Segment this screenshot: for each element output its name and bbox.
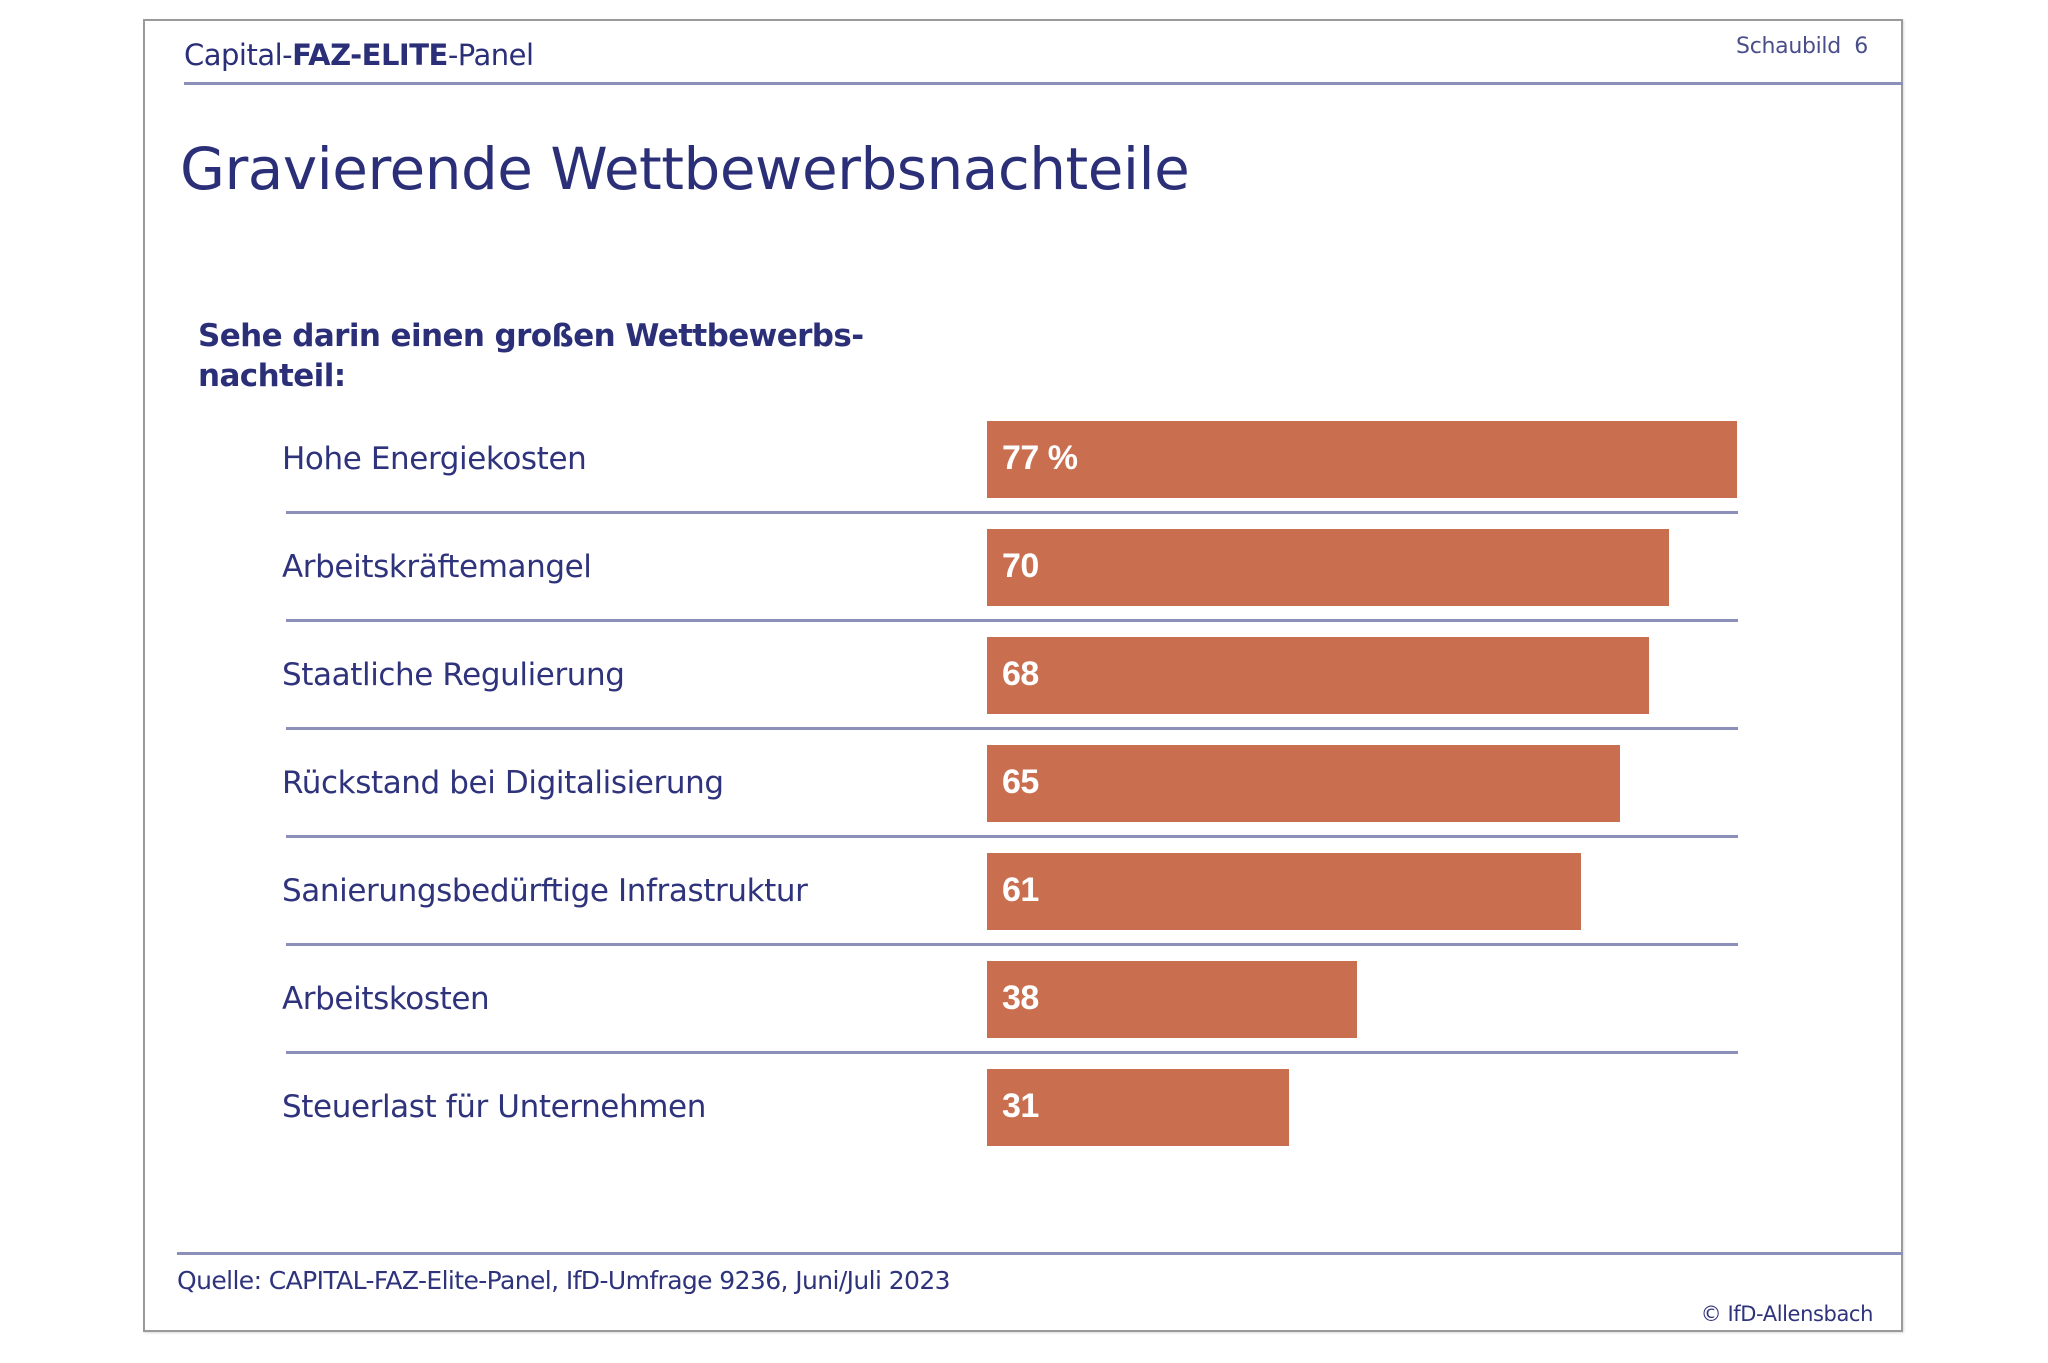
brand-capital: Capital-: [184, 38, 293, 72]
bar-value-label: 61: [1002, 871, 1039, 909]
brand-panel: -Panel: [447, 38, 534, 72]
bar-value-label: 31: [1002, 1087, 1039, 1125]
source-note: Quelle: CAPITAL-FAZ-Elite-Panel, IfD-Umf…: [177, 1266, 951, 1295]
row-separator: [286, 619, 1738, 622]
bar: [987, 529, 1669, 606]
category-label: Arbeitskosten: [282, 981, 490, 1017]
row-separator: [286, 835, 1738, 838]
category-label: Rückstand bei Digitalisierung: [282, 765, 724, 801]
figure-number: Schaubild 6: [1736, 34, 1868, 59]
bar: [987, 853, 1581, 930]
category-label: Arbeitskräftemangel: [282, 549, 592, 585]
brand-faz-elite: FAZ-ELITE: [292, 38, 448, 72]
category-label: Sanierungsbedürftige Infrastruktur: [282, 873, 808, 909]
category-label: Hohe Energiekosten: [282, 441, 587, 477]
chart-question: Sehe darin einen großen Wettbewerbs- nac…: [198, 316, 918, 396]
brand-header: Capital-FAZ-ELITE-Panel: [184, 38, 534, 72]
category-label: Steuerlast für Unternehmen: [282, 1089, 706, 1125]
category-label: Staatliche Regulierung: [282, 657, 625, 693]
bar: [987, 961, 1357, 1038]
bar-value-label: 65: [1002, 763, 1039, 801]
header-divider: [184, 82, 1903, 85]
bar-value-label: 77 %: [1002, 439, 1078, 477]
bar: [987, 421, 1737, 498]
chart-title: Gravierende Wettbewerbsnachteile: [180, 135, 1190, 203]
copyright-note: © IfD-Allensbach: [1700, 1302, 1874, 1326]
row-separator: [286, 943, 1738, 946]
row-separator: [286, 511, 1738, 514]
row-separator: [286, 1051, 1738, 1054]
question-line-1: Sehe darin einen großen Wettbewerbs-: [198, 318, 864, 354]
row-separator: [286, 727, 1738, 730]
bar: [987, 745, 1620, 822]
bar: [987, 637, 1649, 714]
question-line-2: nachteil:: [198, 358, 346, 394]
footer-divider: [177, 1252, 1903, 1255]
bar-value-label: 68: [1002, 655, 1039, 693]
bar: [987, 1069, 1289, 1146]
bar-value-label: 70: [1002, 547, 1039, 585]
bar-value-label: 38: [1002, 979, 1039, 1017]
